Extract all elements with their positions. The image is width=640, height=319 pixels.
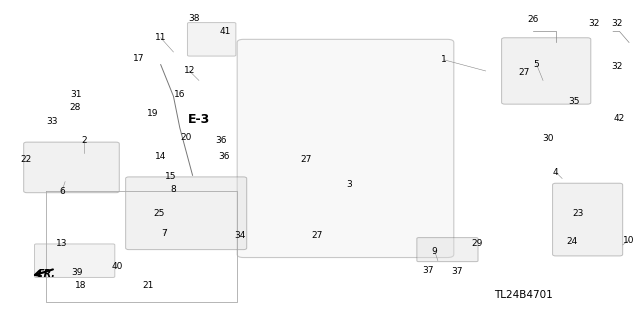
Text: 37: 37 [422, 266, 434, 275]
Text: 26: 26 [528, 15, 539, 24]
Text: 31: 31 [70, 90, 82, 99]
Text: 18: 18 [76, 281, 87, 291]
Text: 42: 42 [614, 114, 625, 123]
Text: 13: 13 [56, 239, 68, 248]
Text: 32: 32 [588, 19, 600, 28]
Text: 36: 36 [216, 136, 227, 145]
FancyBboxPatch shape [125, 177, 246, 250]
Text: 36: 36 [219, 152, 230, 161]
Text: 20: 20 [180, 133, 192, 142]
Text: 14: 14 [155, 152, 166, 161]
Text: 27: 27 [518, 68, 529, 77]
Text: 16: 16 [174, 90, 186, 99]
FancyBboxPatch shape [502, 38, 591, 104]
Text: 11: 11 [155, 33, 166, 42]
Text: 9: 9 [432, 247, 438, 256]
Text: 12: 12 [184, 66, 195, 76]
Text: 28: 28 [69, 103, 81, 112]
Text: 3: 3 [346, 180, 351, 189]
Text: 10: 10 [623, 236, 635, 245]
FancyBboxPatch shape [417, 238, 478, 262]
Text: 29: 29 [472, 239, 483, 248]
Text: 5: 5 [534, 60, 540, 69]
Text: 7: 7 [161, 229, 167, 238]
Text: 33: 33 [47, 117, 58, 126]
Text: 34: 34 [235, 231, 246, 240]
Text: 39: 39 [71, 268, 83, 277]
Text: TL24B4701: TL24B4701 [495, 291, 554, 300]
Text: 6: 6 [59, 187, 65, 196]
Text: 22: 22 [20, 155, 31, 164]
Text: 15: 15 [164, 172, 176, 182]
Text: 38: 38 [188, 14, 200, 23]
Text: 27: 27 [311, 231, 323, 240]
Text: 32: 32 [611, 62, 623, 71]
Text: 19: 19 [147, 109, 158, 118]
Text: 41: 41 [220, 27, 232, 36]
Text: 21: 21 [142, 281, 154, 291]
Text: 23: 23 [572, 209, 584, 218]
FancyBboxPatch shape [237, 39, 454, 257]
Text: 4: 4 [553, 168, 559, 177]
FancyBboxPatch shape [24, 142, 119, 193]
FancyBboxPatch shape [552, 183, 623, 256]
FancyBboxPatch shape [188, 23, 236, 56]
Text: 8: 8 [171, 185, 176, 194]
Text: 25: 25 [154, 209, 165, 218]
Text: 32: 32 [611, 19, 623, 28]
Text: 1: 1 [442, 56, 447, 64]
Text: 37: 37 [451, 267, 463, 276]
Text: 40: 40 [111, 262, 123, 271]
Text: E-3: E-3 [188, 114, 210, 126]
Text: 24: 24 [566, 237, 577, 246]
Text: FR.: FR. [38, 269, 56, 279]
Text: 27: 27 [300, 155, 312, 164]
Text: 30: 30 [542, 134, 554, 144]
Text: 17: 17 [132, 54, 144, 63]
Text: 2: 2 [81, 136, 87, 145]
Text: 35: 35 [568, 97, 579, 107]
FancyBboxPatch shape [35, 244, 115, 278]
